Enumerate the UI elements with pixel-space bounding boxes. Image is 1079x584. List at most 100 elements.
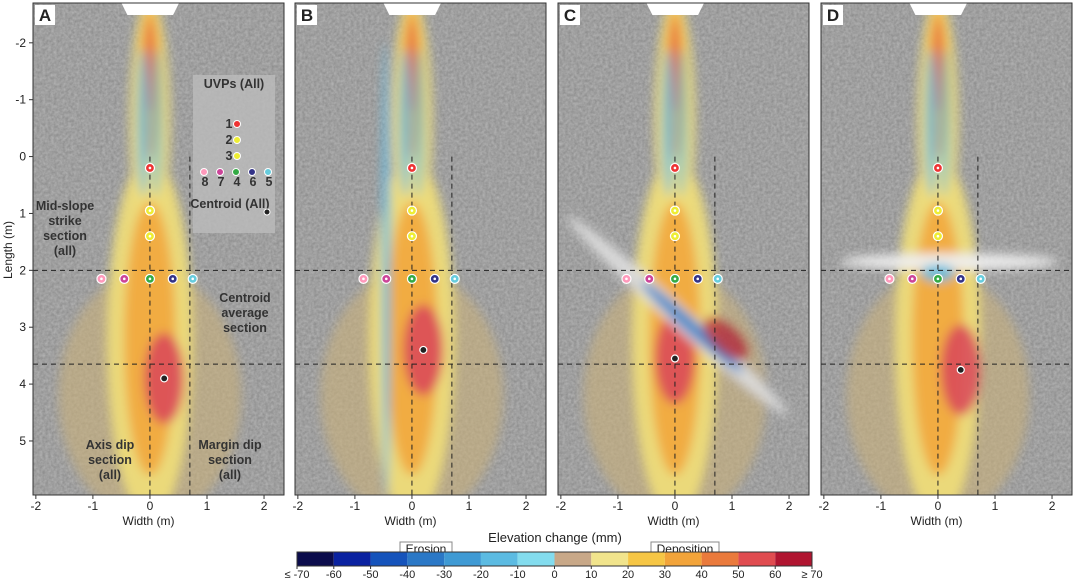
deposit-zone (920, 264, 956, 282)
uvp-center (148, 234, 152, 238)
panel-label-box (823, 5, 843, 25)
uvp-center (673, 277, 677, 281)
x-tick-label: 1 (992, 499, 999, 513)
colorbar-bin (333, 552, 371, 566)
x-tick-label: -2 (31, 499, 42, 513)
x-tick-label: 1 (204, 499, 211, 513)
uvp-center (410, 209, 414, 212)
panel-label-box (35, 5, 55, 25)
colorbar-tick-label: -10 (510, 569, 526, 579)
x-tick-label: 0 (935, 499, 942, 513)
legend-number: 1 (226, 117, 233, 131)
legend-number: 3 (226, 149, 233, 163)
x-tick-label: -2 (556, 499, 567, 513)
x-tick-label: 2 (261, 499, 268, 513)
frame (32, 2, 285, 496)
annotation: Axis dip section (all) (86, 438, 135, 482)
deposit-zone (399, 48, 411, 197)
colorbar-bin (738, 552, 776, 566)
uvp-center (936, 277, 940, 281)
colorbar-bin (628, 552, 665, 566)
y-tick-label: 0 (19, 150, 26, 164)
uvp-center (410, 234, 414, 238)
uvp-center (716, 277, 720, 281)
panel-label-box (560, 5, 580, 25)
deposit (320, 3, 504, 495)
deposit-zone (146, 20, 154, 112)
x-tick-label: -1 (350, 499, 361, 513)
uvp-center (362, 277, 365, 281)
colorbar-bin (591, 552, 629, 566)
colorbar-tick-label: 20 (622, 569, 634, 579)
colorbar-tick-label: -30 (436, 569, 452, 579)
legend-marker (232, 168, 240, 176)
deposit-zone (413, 48, 425, 197)
uvp-center (453, 277, 457, 281)
colorbar-tick-label: -50 (363, 569, 379, 579)
colorbar-tick-label: ≥ 70 (801, 569, 822, 579)
colorbar-bin (407, 552, 445, 566)
frame (557, 2, 810, 496)
source-box (909, 3, 968, 15)
x-axis-label: Width (m) (385, 514, 437, 528)
panel-label: A (39, 6, 51, 25)
uvp-center (673, 209, 677, 212)
x-axis-label: Width (m) (123, 514, 175, 528)
x-tick-label: 0 (409, 499, 416, 513)
legend-number: 2 (226, 133, 233, 147)
y-tick-label: 5 (19, 434, 26, 448)
panel-label-box (297, 5, 317, 25)
uvp-center (910, 277, 914, 281)
legend-number: 6 (250, 175, 257, 189)
panel (821, 3, 1072, 495)
legend-number: 5 (266, 175, 273, 189)
colorbar-bin (775, 552, 812, 566)
legend-marker (233, 120, 241, 128)
uvp-center (647, 277, 651, 281)
uvp-center (936, 166, 940, 170)
uvp-center (148, 166, 152, 170)
uvp-center (433, 277, 437, 281)
deposit-zone (840, 253, 1058, 271)
uvp-center (100, 277, 103, 281)
uvp-center (673, 166, 677, 170)
deposit-zone (382, 42, 391, 495)
legend-centroid-marker (263, 208, 271, 216)
panel (558, 3, 809, 495)
panel (295, 3, 546, 495)
y-tick-label: 4 (19, 377, 26, 391)
centroid (419, 345, 428, 355)
y-tick-label: -1 (15, 93, 26, 107)
deposit-zone (151, 48, 163, 197)
uvp-center (888, 277, 891, 281)
uvp-center (625, 277, 628, 281)
deposit-zone (939, 48, 951, 197)
legend-marker (233, 152, 241, 160)
uvp-center (696, 277, 700, 281)
colorbar-bin (701, 552, 739, 566)
x-axis-label: Width (m) (911, 514, 963, 528)
deposit-zone (934, 20, 942, 112)
colorbar-tick-label: 0 (551, 569, 557, 579)
colorbar-bin (370, 552, 408, 566)
colorbar-tick-label: 10 (585, 569, 597, 579)
y-axis-label: Length (m) (1, 221, 15, 279)
deposit-zone (671, 20, 679, 112)
deposit-zone (640, 281, 744, 374)
legend-marker (264, 168, 272, 176)
centroid (670, 354, 680, 363)
x-tick-label: -1 (88, 499, 99, 513)
colorbar-tick-label: ≤ -70 (285, 569, 310, 579)
x-tick-label: 2 (523, 499, 530, 513)
legend-marker (248, 168, 256, 176)
x-tick-label: -1 (876, 499, 887, 513)
y-tick-label: 2 (19, 263, 26, 277)
panel (33, 3, 284, 495)
legend-number: 4 (234, 175, 241, 189)
source-box (646, 3, 705, 15)
uvp-center (171, 277, 175, 281)
uvp-center (384, 277, 388, 281)
frame (294, 2, 547, 496)
colorbar-title: Elevation change (mm) (488, 530, 622, 545)
